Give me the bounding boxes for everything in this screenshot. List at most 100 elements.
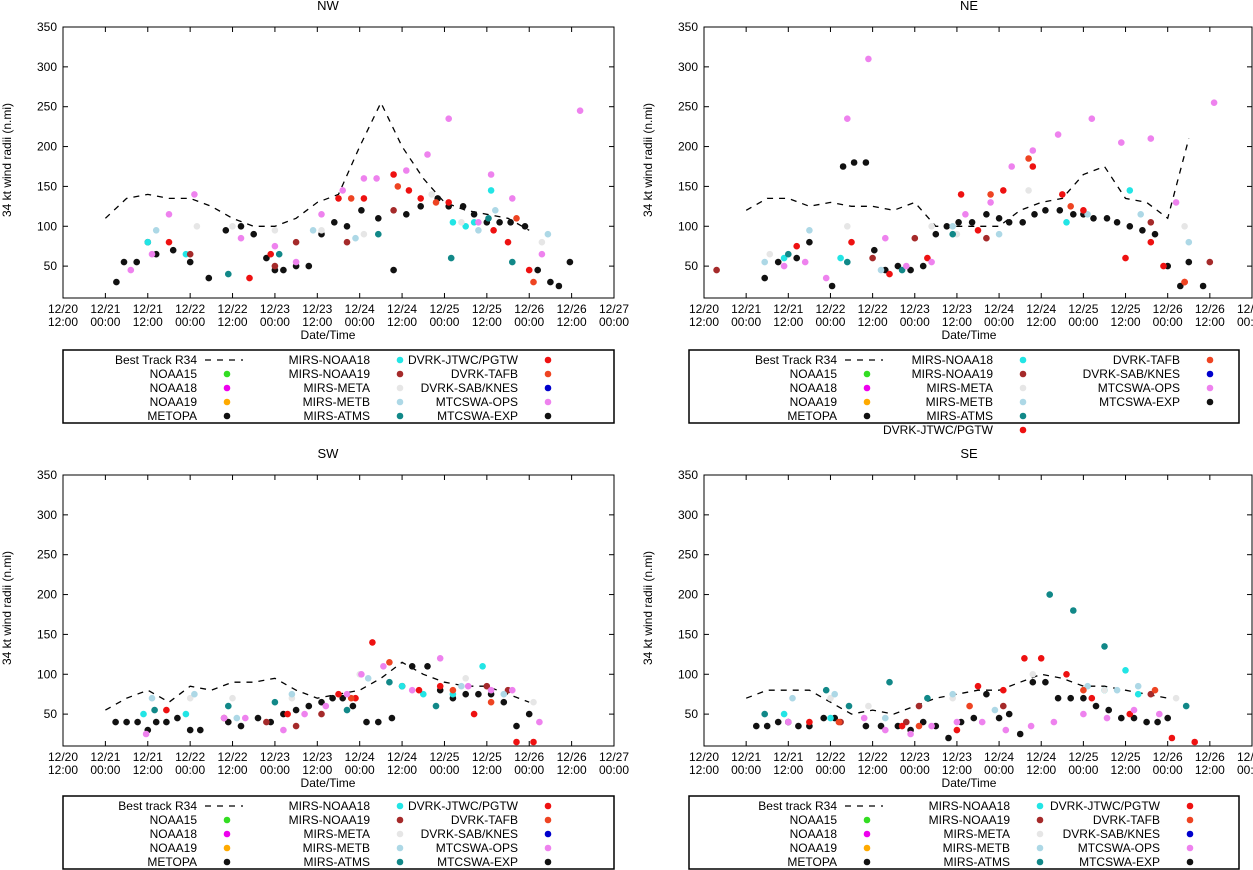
legend-swatch-dot [1019, 426, 1027, 434]
point-dvrk-tafb [432, 199, 440, 206]
point-mirs-meta [229, 223, 236, 230]
point-mtcswa-ops [322, 702, 330, 710]
point-mirs-noaa19 [390, 207, 397, 214]
legend-label: METOPA [147, 855, 197, 869]
point-mirs-atms [386, 678, 393, 686]
point-mirs-noaa19 [483, 682, 491, 690]
point-mirs-noaa19 [1147, 690, 1155, 698]
point-mtcswa-exp [349, 702, 357, 710]
x-tick-time: 12:00 [1111, 763, 1141, 777]
legend-swatch-dot [223, 384, 231, 392]
point-dvrk-tafb [487, 698, 495, 706]
point-mtcswa-exp [133, 258, 140, 266]
point-mirs-meta [1172, 694, 1180, 702]
legend-label: MTCSWA-OPS [1098, 381, 1180, 395]
legend-swatch-dot [1206, 370, 1214, 378]
point-mtcswa-ops [1054, 131, 1062, 138]
legend-label: MIRS-NOAA18 [912, 353, 994, 367]
point-mirs-noaa19 [1147, 219, 1155, 226]
x-tick-date: 12/26 [1195, 750, 1225, 764]
plot-frame [62, 474, 615, 747]
point-mirs-noaa19 [869, 254, 876, 262]
point-mtcswa-exp [120, 258, 128, 266]
point-dvrk-jtwc-pgtw [1021, 655, 1028, 662]
point-mirs-noaa19 [186, 250, 194, 258]
legend-label: MIRS-METB [303, 841, 370, 855]
point-mtcswa-exp [1105, 706, 1112, 714]
x-tick-date: 12/22 [218, 750, 248, 764]
x-tick-date: 12/21 [731, 750, 761, 764]
point-mirs-metb [475, 227, 482, 234]
point-mtcswa-exp [1118, 714, 1125, 722]
point-mirs-atms [898, 266, 906, 274]
plot-frame [703, 26, 1253, 299]
legend-label: MIRS-METB [303, 395, 370, 409]
point-mtcswa-ops [271, 242, 279, 250]
point-mtcswa-exp [305, 702, 313, 710]
point-mirs-meta [360, 230, 368, 238]
legend-swatch-dot [1019, 384, 1027, 392]
point-dvrk-tafb [513, 215, 520, 222]
x-tick-date: 12/27 [599, 750, 629, 764]
x-tick-date: 12/26 [514, 302, 544, 316]
point-mirs-noaa19 [318, 710, 325, 718]
point-mtcswa-exp [793, 254, 800, 262]
point-mtcswa-exp [521, 223, 529, 230]
x-tick-date: 12/25 [1068, 750, 1098, 764]
point-mirs-meta [186, 694, 194, 702]
x-tick-date: 12/25 [1068, 302, 1098, 316]
point-mtcswa-ops [343, 690, 351, 698]
point-mtcswa-exp [225, 718, 232, 726]
x-tick-time: 12:00 [48, 315, 78, 329]
point-dvrk-jtwc-pgtw [390, 171, 397, 178]
legend-label: NOAA15 [790, 367, 838, 381]
point-mtcswa-ops [801, 258, 809, 266]
point-mirs-meta [538, 238, 546, 246]
legend-label: MIRS-NOAA18 [929, 799, 1011, 813]
point-dvrk-jtwc-pgtw [335, 195, 342, 202]
y-tick-label: 250 [37, 100, 57, 114]
y-tick-label: 150 [678, 179, 698, 193]
point-mirs-metb [877, 266, 885, 274]
point-mirs-noaa18 [398, 682, 406, 690]
point-mirs-atms [949, 230, 956, 238]
x-tick-date: 12/24 [387, 750, 417, 764]
x-tick-date: 12/23 [942, 302, 972, 316]
point-mirs-atms [822, 686, 830, 694]
legend-swatch-dot [1019, 398, 1027, 406]
point-mirs-noaa19 [263, 718, 270, 726]
point-mtcswa-exp [753, 722, 760, 730]
point-mtcswa-exp [1016, 730, 1024, 738]
point-mtcswa-exp [871, 246, 878, 254]
legend-label: NOAA15 [150, 813, 198, 827]
legend-label: MTCSWA-EXP [1079, 855, 1160, 869]
point-mtcswa-exp [470, 211, 478, 218]
point-mtcswa-ops [785, 718, 792, 726]
point-mtcswa-exp [237, 722, 245, 730]
legend-label: NOAA18 [150, 827, 198, 841]
legend-swatch-dot [396, 370, 404, 378]
point-mtcswa-exp [761, 274, 768, 282]
x-tick-time: 00:00 [1068, 315, 1098, 329]
point-mirs-meta [318, 227, 325, 234]
point-mtcswa-ops [237, 234, 245, 242]
y-tick-label: 100 [37, 219, 57, 233]
panel-ne: NE 34 kt wind radii (n.mi) Date/Time 50 1… [641, 0, 1253, 437]
x-tick-time: 12:00 [387, 315, 417, 329]
x-tick-time: 12:00 [1026, 315, 1056, 329]
legend-swatch-dot [1019, 412, 1027, 420]
point-mirs-metb [1084, 211, 1091, 218]
x-tick-date: 12/26 [514, 750, 544, 764]
point-dvrk-jtwc-pgtw [1000, 187, 1007, 194]
point-mtcswa-ops [487, 686, 495, 694]
legend-label: NOAA18 [790, 827, 838, 841]
legend-label: MTCSWA-EXP [1099, 395, 1180, 409]
point-mirs-noaa19 [343, 238, 351, 246]
x-axis-label: Date/Time [301, 328, 356, 342]
y-axis-label: 34 kt wind radii (n.mi) [641, 551, 655, 665]
point-mirs-metb [949, 690, 956, 698]
legend-label: METOPA [147, 409, 197, 423]
point-mirs-meta [766, 250, 774, 258]
x-tick-date: 12/27 [599, 302, 629, 316]
point-mtcswa-ops [536, 718, 543, 726]
